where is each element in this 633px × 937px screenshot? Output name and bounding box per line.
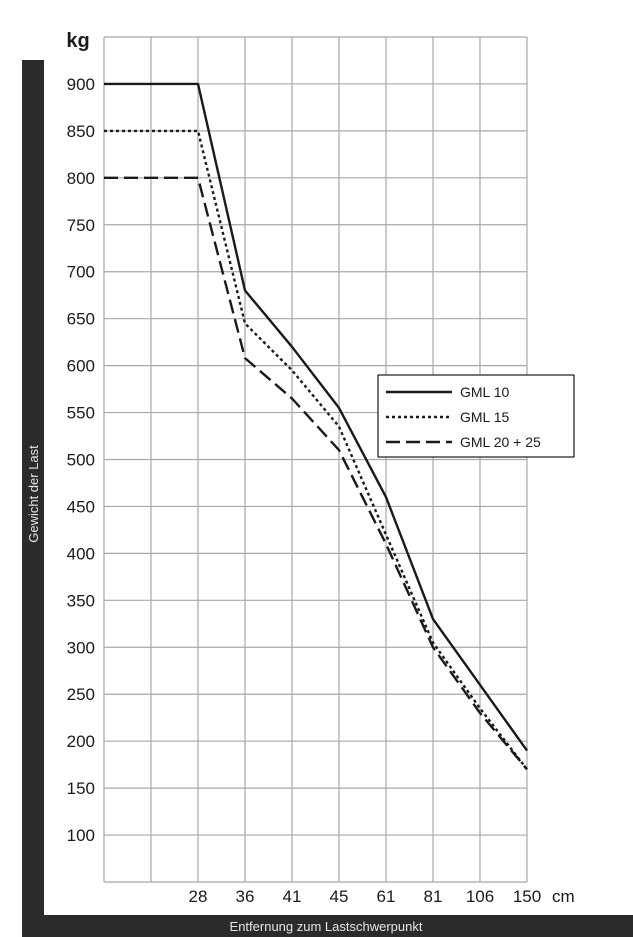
- x-axis-title: Entfernung zum Lastschwerpunkt: [230, 919, 423, 934]
- y-tick-label: 150: [67, 779, 95, 798]
- y-tick-label: 850: [67, 122, 95, 141]
- x-tick-label: 81: [424, 887, 443, 906]
- x-tick-label: 61: [377, 887, 396, 906]
- series-line-1: [104, 82, 528, 752]
- x-tick-label: 45: [330, 887, 349, 906]
- y-tick-label: 250: [67, 685, 95, 704]
- x-unit-label: cm: [552, 887, 575, 906]
- y-tick-labels: 100 150 200 250 300 350 400 450 500 550 600 650 700 7…: [67, 75, 95, 845]
- series-line-3: [104, 176, 528, 771]
- y-axis-title: Gewicht der Last: [26, 445, 41, 543]
- x-tick-label: 150: [513, 887, 541, 906]
- y-tick-label: 750: [67, 216, 95, 235]
- y-tick-label: 800: [67, 169, 95, 188]
- y-tick-label: 450: [67, 497, 95, 516]
- x-tick-labels: 28 36 41 45 61 81 106 150: [189, 887, 542, 906]
- y-tick-label: 900: [67, 75, 95, 94]
- x-tick-label: 41: [283, 887, 302, 906]
- y-axis-side-bar: [22, 60, 44, 937]
- y-tick-label: 500: [67, 451, 95, 470]
- series-lines: [104, 82, 528, 771]
- y-tick-label: 550: [67, 404, 95, 423]
- legend-label: GML 20 + 25: [460, 434, 541, 450]
- legend-label: GML 10: [460, 384, 509, 400]
- grid: [103, 36, 528, 883]
- y-tick-label: 200: [67, 732, 95, 751]
- x-tick-label: 106: [466, 887, 494, 906]
- y-tick-label: 400: [67, 544, 95, 563]
- y-tick-label: 350: [67, 591, 95, 610]
- y-unit-label: kg: [66, 30, 89, 52]
- y-tick-label: 700: [67, 263, 95, 282]
- x-tick-label: 36: [236, 887, 255, 906]
- legend-label: GML 15: [460, 409, 509, 425]
- x-tick-label: 28: [189, 887, 208, 906]
- y-tick-label: 600: [67, 357, 95, 376]
- legend: GML 10 GML 15 GML 20 + 25: [377, 374, 575, 458]
- x-axis-bottom-bar: [22, 915, 633, 937]
- y-tick-label: 650: [67, 310, 95, 329]
- y-tick-label: 100: [67, 826, 95, 845]
- y-tick-label: 300: [67, 638, 95, 657]
- series-line-2: [104, 129, 528, 771]
